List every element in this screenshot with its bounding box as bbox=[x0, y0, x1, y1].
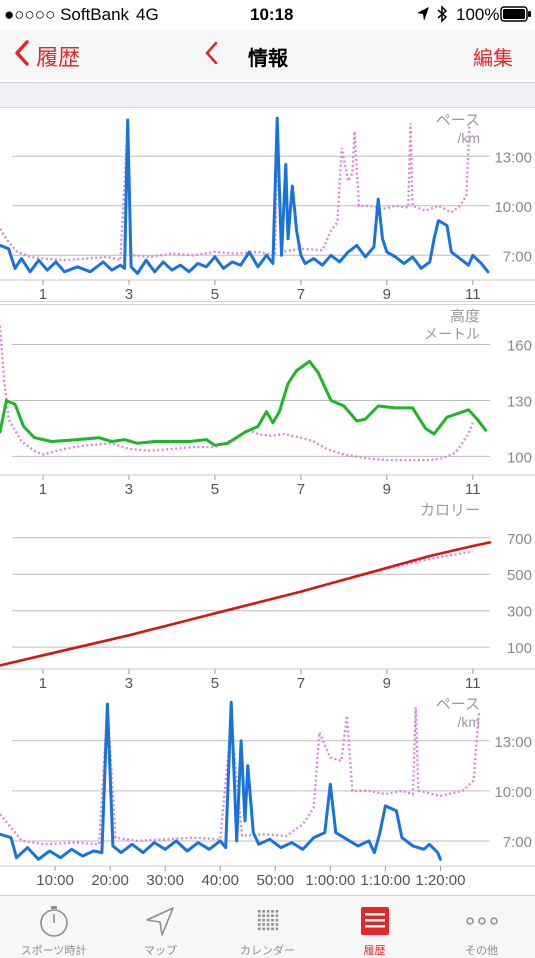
tab-label: スポーツ時計 bbox=[20, 945, 87, 957]
chart-unit-label: /km bbox=[457, 130, 480, 146]
x-tick-label: 1:10:00 bbox=[360, 872, 410, 888]
network-label: 4G bbox=[136, 5, 159, 24]
separator bbox=[0, 301, 535, 305]
x-tick-label: 1 bbox=[39, 286, 47, 302]
y-tick-label: 130 bbox=[507, 393, 532, 410]
navigation-bar: 履歴 情報 編集 bbox=[0, 30, 535, 80]
x-tick-label: 20:00 bbox=[91, 872, 129, 888]
separator bbox=[0, 82, 535, 108]
main-series-line bbox=[0, 359, 488, 447]
calories-chart[interactable]: 700 500 300 100 1 3 5 7 9 11 カロリー bbox=[0, 497, 535, 692]
chevron-left-icon bbox=[14, 40, 30, 72]
x-tick-label: 9 bbox=[383, 286, 391, 302]
y-tick-label: 300 bbox=[507, 604, 532, 621]
x-tick-label: 3 bbox=[125, 675, 133, 691]
tab-bar: スポーツ時計 マップ カレンダー 履歴 その他 bbox=[0, 895, 535, 958]
y-tick-label: 13:00 bbox=[494, 734, 532, 751]
y-tick-label: 10:00 bbox=[494, 199, 532, 216]
x-tick-label: 5 bbox=[211, 286, 219, 302]
page-title: 情報 bbox=[248, 48, 288, 70]
chart-label: 高度 bbox=[450, 308, 480, 325]
y-tick-label: 500 bbox=[507, 567, 532, 584]
x-tick-label: 40:00 bbox=[201, 872, 239, 888]
y-tick-label: 7:00 bbox=[503, 834, 532, 851]
y-tick-label: 7:00 bbox=[503, 248, 532, 265]
x-tick-label: 30:00 bbox=[146, 872, 184, 888]
battery-icon bbox=[500, 6, 532, 27]
x-tick-label: 3 bbox=[125, 481, 133, 497]
x-tick-label: 5 bbox=[211, 675, 219, 691]
back-button[interactable]: 履歴 bbox=[14, 40, 80, 72]
tab-label: カレンダー bbox=[240, 945, 295, 957]
edit-button[interactable]: 編集 bbox=[473, 48, 513, 70]
calendar-grid-icon bbox=[214, 904, 321, 934]
stopwatch-icon bbox=[0, 904, 107, 937]
y-tick-label: 100 bbox=[507, 449, 532, 466]
tab-map[interactable]: マップ bbox=[107, 896, 214, 958]
tab-sports-watch[interactable]: スポーツ時計 bbox=[0, 896, 107, 958]
tab-history[interactable]: 履歴 bbox=[321, 896, 428, 958]
x-tick-label: 11 bbox=[465, 675, 481, 691]
chart-unit-label: メートル bbox=[424, 326, 480, 342]
x-tick-label: 9 bbox=[383, 481, 391, 497]
x-tick-label: 1:20:00 bbox=[415, 872, 465, 888]
previous-button[interactable] bbox=[205, 40, 219, 73]
x-tick-label: 11 bbox=[465, 286, 481, 302]
more-dots-icon bbox=[428, 904, 535, 934]
y-tick-label: 160 bbox=[507, 338, 532, 355]
chart-unit-label: /km bbox=[457, 714, 480, 730]
tab-more[interactable]: その他 bbox=[428, 896, 535, 958]
chevron-left-icon bbox=[205, 41, 219, 72]
pace-time-chart[interactable]: 13:00 10:00 7:00 10:00 20:00 30:00 40:00 50:00 1… bbox=[0, 691, 535, 889]
chart-svg: 13:00 10:00 7:00 10:00 20:00 30:00 40:00 50:00 1… bbox=[0, 696, 535, 889]
tab-calendar[interactable]: カレンダー bbox=[214, 896, 321, 958]
elevation-chart[interactable]: 160 130 100 1 3 5 7 9 11 高度 メートル bbox=[0, 303, 535, 498]
battery-label: 100% bbox=[456, 5, 500, 24]
tab-label: マップ bbox=[144, 945, 177, 957]
y-tick-label: 13:00 bbox=[494, 149, 532, 166]
carrier-label: ●○○○○ SoftBank bbox=[4, 5, 130, 24]
main-series-line bbox=[0, 541, 492, 667]
x-tick-label: 1 bbox=[39, 675, 47, 691]
status-bar: ●○○○○ SoftBank 4G 10:18 100% bbox=[0, 0, 535, 30]
x-tick-label: 1:00:00 bbox=[305, 872, 355, 888]
x-tick-label: 3 bbox=[125, 286, 133, 302]
x-tick-label: 1 bbox=[39, 481, 47, 497]
history-icon bbox=[321, 904, 428, 935]
compare-series-line bbox=[0, 123, 471, 262]
x-tick-label: 11 bbox=[465, 481, 481, 497]
pace-chart[interactable]: 13:00 10:00 7:00 1 3 5 7 9 11 ペース/km bbox=[0, 107, 535, 303]
x-tick-label: 7 bbox=[297, 481, 305, 497]
chart-label: カロリー bbox=[420, 502, 480, 519]
y-tick-label: 100 bbox=[507, 640, 532, 657]
x-tick-label: 7 bbox=[297, 286, 305, 302]
x-tick-label: 50:00 bbox=[257, 872, 295, 888]
chart-label: ペース bbox=[436, 112, 480, 129]
compare-series-line bbox=[0, 707, 481, 846]
chart-svg: 700 500 300 100 1 3 5 7 9 11 カロリー bbox=[0, 502, 535, 692]
x-tick-label: 9 bbox=[383, 675, 391, 691]
y-tick-label: 10:00 bbox=[494, 784, 532, 801]
y-tick-label: 700 bbox=[507, 531, 532, 548]
x-tick-label: 10:00 bbox=[36, 872, 74, 888]
tab-label: その他 bbox=[465, 945, 498, 957]
chart-svg: 13:00 10:00 7:00 1 3 5 7 9 11 ペース/km bbox=[0, 112, 535, 303]
back-button-label: 履歴 bbox=[36, 45, 81, 70]
x-tick-label: 7 bbox=[297, 675, 305, 691]
chart-label: ペース bbox=[436, 696, 480, 713]
location-arrow-icon bbox=[107, 904, 214, 936]
tab-label: 履歴 bbox=[363, 945, 386, 957]
main-series-line bbox=[0, 116, 490, 275]
location-icon bbox=[416, 6, 430, 27]
clock-label: 10:18 bbox=[250, 5, 294, 24]
x-tick-label: 5 bbox=[211, 481, 219, 497]
bluetooth-icon bbox=[436, 5, 448, 28]
main-series-line bbox=[0, 700, 442, 861]
